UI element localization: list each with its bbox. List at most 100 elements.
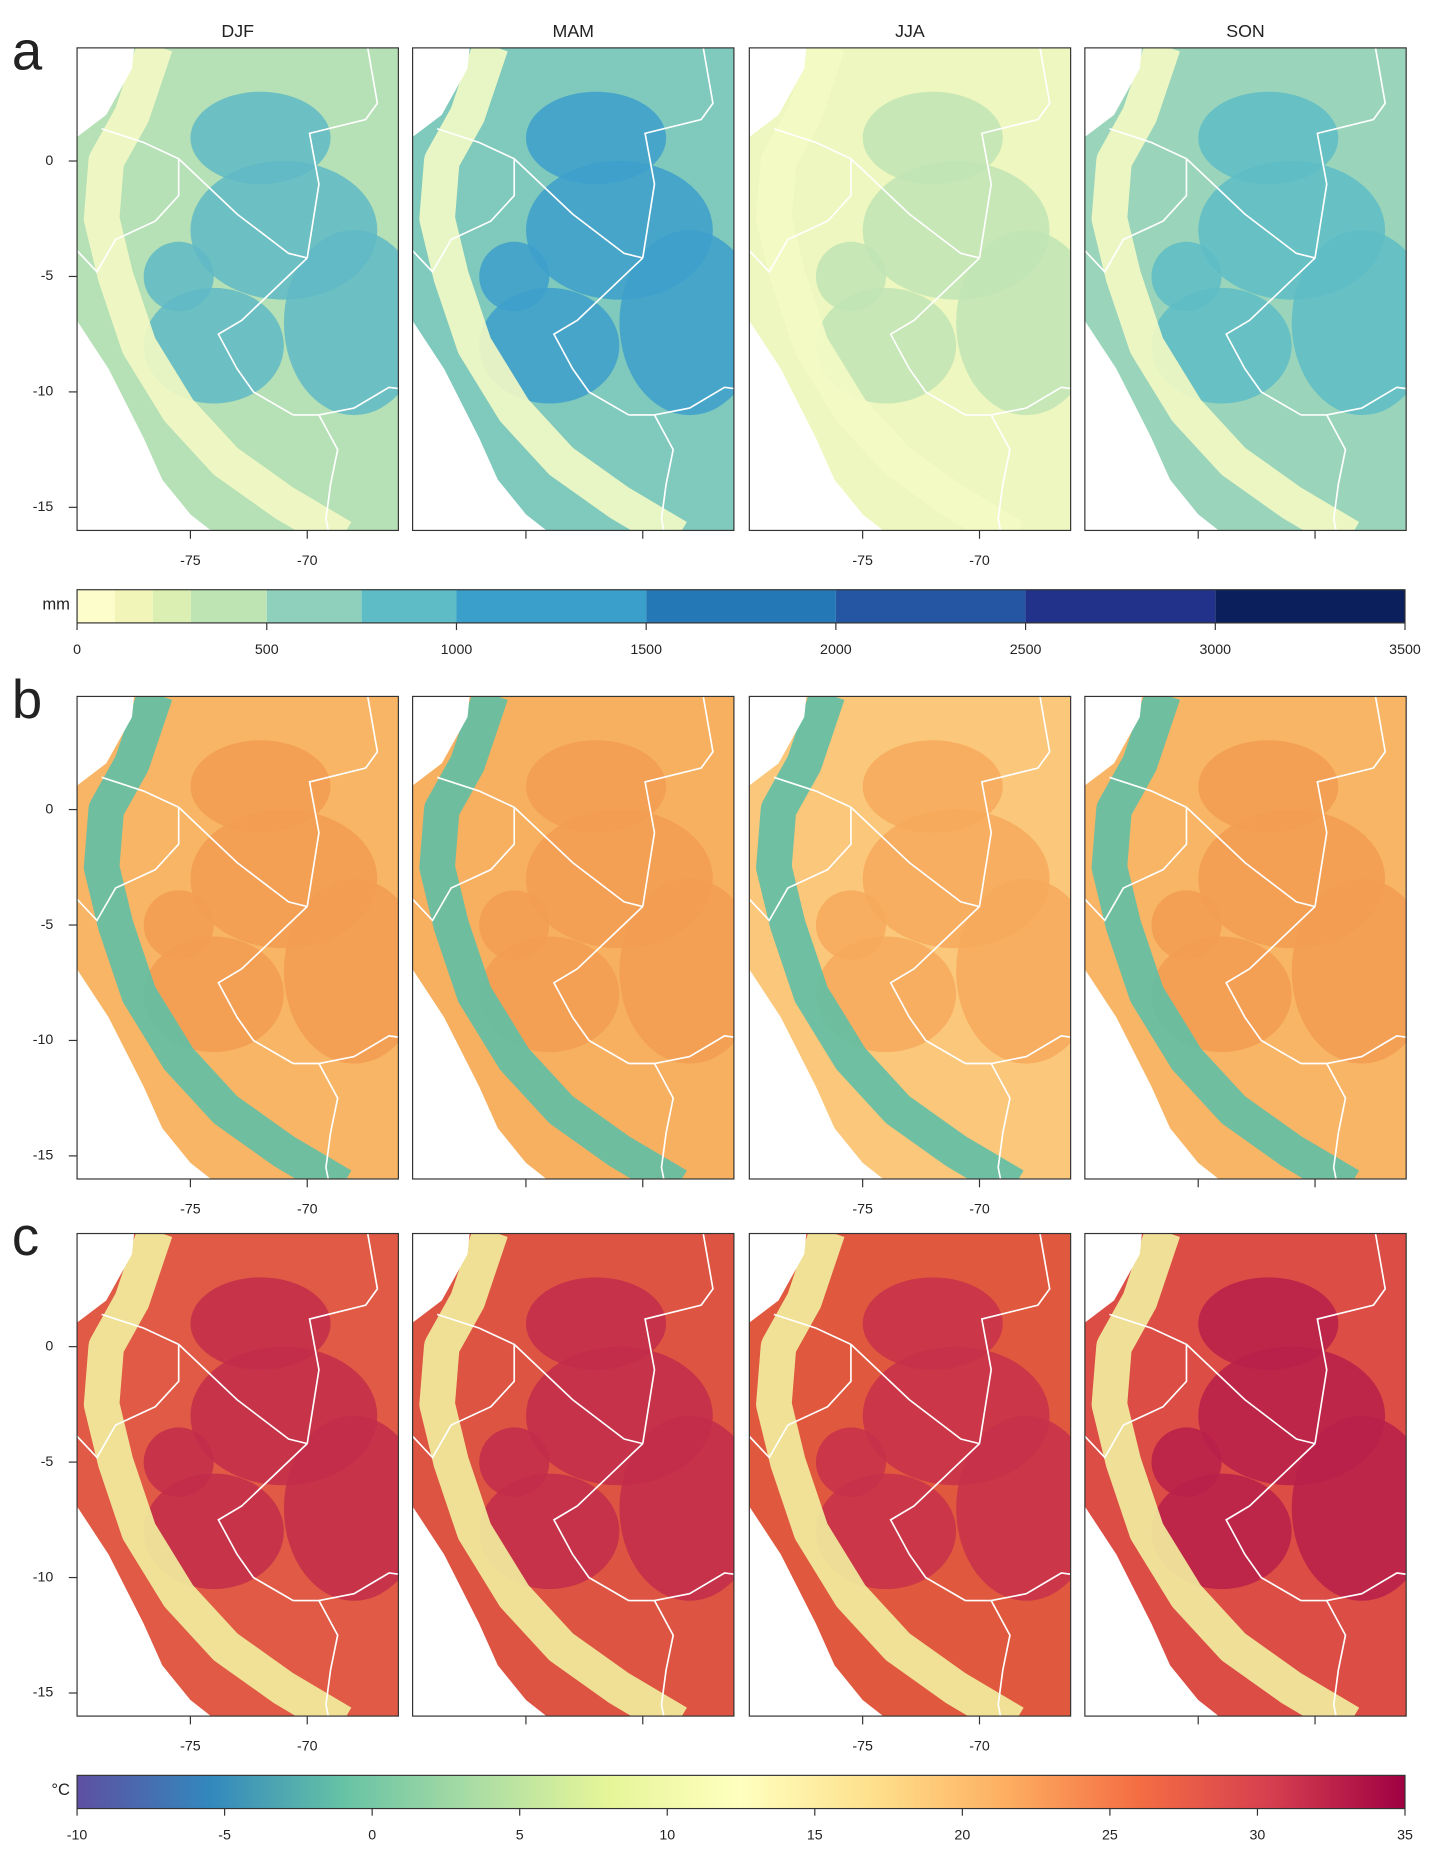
border-line — [318, 1572, 399, 1602]
colorbar-tick-label: 3500 — [1389, 642, 1421, 658]
border-line — [654, 386, 734, 416]
colorbar-segment — [835, 589, 1026, 623]
season-title: MAM — [553, 21, 594, 41]
border-line — [889, 905, 981, 1065]
border-line — [77, 158, 180, 274]
y-tick-label: 0 — [45, 153, 53, 169]
colorbar-tick-label: -5 — [218, 1828, 231, 1844]
border-line — [978, 696, 1051, 907]
andes-band — [419, 1233, 687, 1717]
colorbar-segment — [456, 589, 647, 623]
border-line — [889, 1443, 981, 1602]
map-region — [190, 1277, 331, 1370]
map-region — [1198, 91, 1339, 185]
x-tick-label: -70 — [969, 553, 990, 569]
map-region — [143, 287, 284, 404]
colorbar-tick-label: -10 — [67, 1828, 88, 1844]
border-line — [1084, 158, 1188, 274]
y-tick-label: -5 — [41, 917, 54, 933]
map-region — [283, 878, 399, 1064]
map-region — [143, 1473, 284, 1590]
border-line — [552, 905, 644, 1065]
map-region — [619, 230, 734, 416]
ocean — [77, 1233, 211, 1717]
map-region — [525, 91, 667, 185]
map-panel — [412, 47, 734, 531]
colorbar-tick-label: 20 — [954, 1828, 970, 1844]
x-tick-label: -70 — [969, 1202, 990, 1218]
map-region — [1151, 287, 1292, 404]
border-line — [101, 127, 180, 160]
panel-frame — [748, 695, 1072, 1180]
map-region — [815, 890, 887, 960]
map-panel — [412, 1233, 734, 1717]
border-line — [1225, 905, 1316, 1065]
colorbar-tick-label: 35 — [1397, 1828, 1413, 1844]
x-tick-label: -70 — [969, 1739, 990, 1755]
andes-band — [419, 47, 687, 531]
map-region — [479, 1427, 550, 1497]
border-line — [1301, 1599, 1347, 1717]
map-region — [956, 878, 1071, 1064]
map-panel — [749, 1233, 1071, 1717]
border-line — [850, 158, 980, 259]
x-tick-label: -70 — [297, 553, 318, 569]
colorbar-unit: °C — [51, 1780, 70, 1799]
border-line — [965, 1062, 1011, 1179]
border-line — [1109, 776, 1187, 809]
panel-letter: c — [12, 1206, 39, 1267]
map-region — [862, 91, 1003, 185]
ocean — [412, 696, 547, 1179]
map-region — [619, 878, 734, 1064]
panel-frame — [76, 1232, 399, 1717]
border-line — [628, 1599, 675, 1717]
map-region — [479, 287, 620, 404]
border-line — [965, 414, 1011, 531]
panel-frame — [1084, 1232, 1407, 1717]
colorbar-tick-label: 0 — [368, 1828, 376, 1844]
ocean — [1084, 1233, 1219, 1717]
colorbar-tick-label: 3000 — [1199, 642, 1231, 658]
colorbar-tick-label: 2500 — [1010, 642, 1042, 658]
border-line — [991, 386, 1071, 416]
border-line — [1326, 1572, 1407, 1602]
map-region — [190, 91, 331, 185]
x-tick-label: -75 — [852, 1739, 873, 1755]
border-line — [178, 1343, 308, 1445]
colorbar-unit: mm — [42, 595, 70, 614]
border-line — [412, 1344, 516, 1459]
map-region — [479, 936, 620, 1053]
map-region — [1151, 1473, 1292, 1590]
border-line — [77, 807, 180, 922]
map-region — [190, 740, 331, 833]
ocean — [749, 1233, 884, 1717]
ocean — [412, 1233, 547, 1717]
x-tick-label: -75 — [180, 1739, 201, 1755]
border-line — [306, 47, 379, 259]
ocean — [749, 696, 884, 1179]
colorbar-tick-label: 1000 — [441, 642, 473, 658]
border-line — [965, 1599, 1011, 1717]
y-tick-label: -10 — [33, 384, 54, 400]
border-line — [850, 806, 980, 908]
border-line — [1185, 806, 1316, 908]
map-panel — [1084, 47, 1407, 531]
map-panel — [77, 47, 399, 531]
map-panel — [1084, 1233, 1407, 1717]
panel-frame — [412, 1232, 735, 1717]
andes-band — [419, 696, 687, 1179]
border-line — [306, 696, 379, 907]
x-tick-label: -75 — [852, 1202, 873, 1218]
border-line — [293, 414, 339, 531]
colorbar-segment — [115, 589, 153, 623]
panel-letter: a — [12, 20, 43, 81]
border-line — [1314, 696, 1387, 907]
y-tick-label: -5 — [41, 1454, 54, 1470]
colorbar-segment — [1215, 589, 1405, 623]
border-line — [178, 158, 308, 259]
map-region — [525, 1277, 667, 1370]
border-line — [1084, 807, 1188, 922]
ocean — [412, 47, 547, 531]
border-line — [1301, 414, 1347, 531]
